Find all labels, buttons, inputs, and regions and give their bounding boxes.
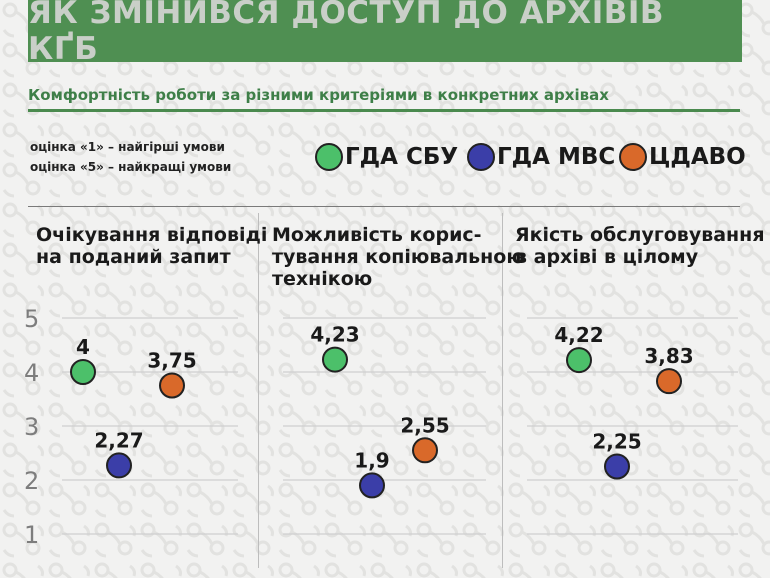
legend-label-tsdavo: ЦДАВО [649,144,746,170]
data-point-tsdavo [656,368,682,395]
data-label-tsdavo: 3,75 [147,349,196,373]
note-worst: оцінка «1» – найгірші умови [30,140,225,154]
data-label-tsdavo: 3,83 [644,344,693,368]
data-label-gda-mvs: 2,25 [592,430,641,454]
title-divider [28,109,740,112]
panel-title-response-wait: Очікування відповіді на поданий запит [36,224,267,268]
data-label-gda-sbu: 4,22 [554,323,603,347]
y-tick-label: 4 [24,359,39,387]
y-tick-label: 2 [24,467,39,495]
panel-title-line: на поданий запит [36,246,231,268]
data-point-gda-mvs [359,472,385,499]
subtitle: Комфортність роботи за різними критеріям… [28,86,609,104]
data-point-gda-sbu [70,359,96,385]
data-point-tsdavo [159,372,185,399]
data-point-gda-sbu [322,346,348,373]
data-point-tsdavo [412,437,438,464]
legend-item-tsdavo: ЦДАВО [619,143,746,171]
legend-marker-gda-sbu [315,143,343,171]
title-bar: ЯК ЗМІНИВСЯ ДОСТУП ДО АРХІВІВ КҐБ [28,0,742,67]
legend-item-gda-mvs: ГДА МВС [467,143,615,171]
data-label-gda-sbu: 4 [76,335,90,359]
data-point-gda-mvs [604,453,630,480]
panel-title-line: технікою [272,268,373,290]
panel-divider-2 [502,213,503,568]
data-point-gda-sbu [566,347,592,374]
panel-title-service-quality: Якість обслуговування в архіві в цілому [515,224,765,268]
legend-marker-gda-mvs [467,143,495,171]
data-label-gda-mvs: 2,27 [94,428,143,452]
panel-divider-1 [258,213,259,568]
panel-title-line: тування копіювальною [272,246,525,268]
legend-marker-tsdavo [619,143,647,171]
legend-label-gda-mvs: ГДА МВС [497,144,616,170]
panel-title-copy-equipment: Можливість корис- тування копіювальною т… [272,224,525,290]
legend-divider [28,206,740,207]
data-label-gda-mvs: 1,9 [354,448,389,472]
panel-title-line: Очікування відповіді [36,224,268,246]
data-point-gda-mvs [106,452,132,479]
page-title: ЯК ЗМІНИВСЯ ДОСТУП ДО АРХІВІВ КҐБ [28,0,665,67]
panel-title-line: Можливість корис- [272,224,482,246]
data-label-gda-sbu: 4,23 [310,323,359,347]
panel-title-line: в архіві в цілому [515,246,699,268]
legend-item-gda-sbu: ГДА СБУ [315,143,458,171]
data-label-tsdavo: 2,55 [400,413,449,437]
panel-title-line: Якість обслуговування [515,224,765,246]
y-tick-label: 5 [24,305,39,333]
note-best: оцінка «5» – найкращі умови [30,160,232,174]
y-tick-label: 3 [24,413,39,441]
y-tick-label: 1 [24,521,39,549]
legend-label-gda-sbu: ГДА СБУ [345,144,459,170]
